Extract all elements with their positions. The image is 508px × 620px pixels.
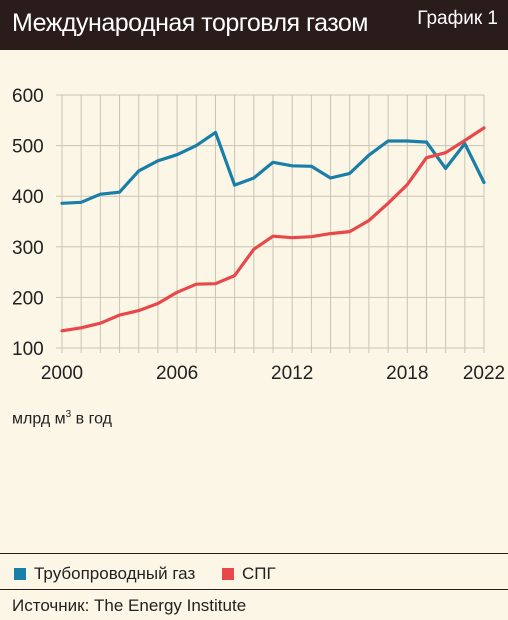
y-tick-label: 200 (12, 288, 44, 309)
source-footer: Источник: The Energy Institute (0, 589, 508, 620)
y-tick-label: 100 (12, 339, 44, 360)
source-text: Источник: The Energy Institute (12, 596, 247, 615)
x-tick-label: 2006 (156, 363, 198, 384)
line-chart: 100 200 300 400 500 600 2000 2006 2012 2018 2022 (12, 86, 505, 384)
series-line-pipeline (60, 130, 486, 205)
unit-label-text: млрд м (12, 410, 66, 428)
x-tick-label: 2022 (463, 363, 505, 384)
unit-label: млрд м3 в год (12, 409, 112, 428)
x-tick-label: 2000 (41, 363, 83, 384)
y-tick-label: 600 (12, 86, 44, 107)
legend-label-lng: СПГ (242, 564, 276, 583)
y-tick-label: 500 (12, 137, 44, 158)
series-line-lng (60, 126, 486, 333)
x-tick-label: 2018 (386, 363, 428, 384)
chart-number-badge: График 1 (417, 8, 498, 29)
legend-swatch-pipeline (14, 568, 26, 580)
legend: Трубопроводный газ СПГ (0, 553, 508, 590)
unit-label-suffix: в год (71, 410, 112, 428)
y-tick-label: 400 (12, 187, 44, 208)
legend-swatch-lng (222, 568, 234, 580)
chart-title: Международная торговля газом (12, 9, 368, 37)
unit-label-superscript: 3 (65, 409, 72, 420)
header-bar: Международная торговля газом График 1 (0, 0, 508, 50)
legend-label-pipeline: Трубопроводный газ (34, 564, 196, 583)
x-tick-label: 2012 (271, 363, 313, 384)
y-tick-label: 300 (12, 238, 44, 259)
